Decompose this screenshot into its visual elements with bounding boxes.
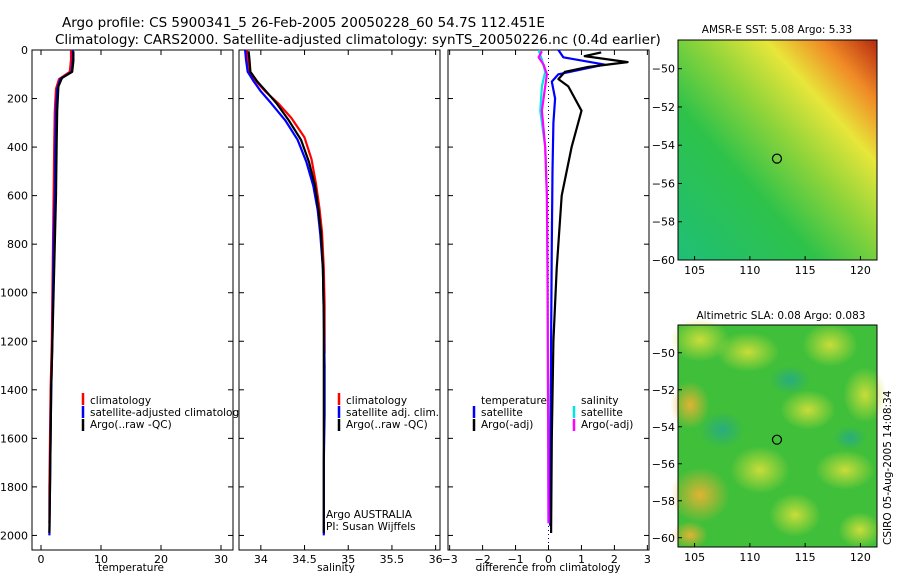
sst_map-lat-tick-label: −58 (652, 216, 675, 229)
sla_map-lat-tick-label: −52 (652, 384, 675, 397)
sst-map-frame (677, 39, 878, 261)
salinity-series-argo-raw-qc (247, 51, 325, 533)
figure-title-line2: Climatology: CARS2000. Satellite-adjuste… (55, 32, 661, 48)
depth-tick-label: 1000 (0, 287, 28, 300)
sla_map-lon-tick-label: 110 (739, 551, 760, 564)
depth-tick-label: 1200 (0, 335, 28, 348)
sla_map-lat-tick-label: −58 (652, 495, 675, 508)
salinity-x-tick-label: 35 (341, 553, 355, 566)
temperature-x-tick-label: 0 (38, 553, 45, 566)
legend-label-climatology: climatology (90, 395, 151, 407)
legend-heading-salinity: salinity (581, 395, 619, 407)
legend-label-sal-argo: Argo(-adj) (581, 419, 633, 431)
temperature-legend: climatology satellite-adjusted climatolo… (81, 393, 245, 431)
depth-tick-label: 600 (7, 190, 28, 203)
legend-label-climatology: climatology (346, 395, 407, 407)
legend-label-argo: Argo(..raw -QC) (90, 419, 172, 431)
sst-map-title: AMSR-E SST: 5.08 Argo: 5.33 (702, 24, 852, 36)
temperature-x-tick-label: 20 (154, 553, 168, 566)
salinity-x-label: salinity (317, 562, 355, 574)
sst_map-lat-tick-label: −56 (652, 177, 675, 190)
sst_map-lon-tick-label: 110 (739, 264, 760, 277)
difference-x-tick-label: 1 (578, 553, 585, 566)
depth-tick-label: 400 (7, 141, 28, 154)
salinity-x-tick-label: 34.5 (292, 553, 317, 566)
salinity-x-tick-label: 34 (254, 553, 268, 566)
sla-argo-location-marker (771, 434, 783, 445)
sla_map-lat-tick-label: −54 (652, 421, 675, 434)
difference-x-tick-label: −1 (507, 553, 523, 566)
temperature-x-label: temperature (98, 562, 164, 574)
float-pi-annotation: PI: Susan Wijffels (326, 521, 416, 533)
depth-tick-label: 1400 (0, 384, 28, 397)
legend-label-sal-satellite: satellite (581, 407, 623, 419)
sst_map-lat-tick-label: −52 (652, 101, 675, 114)
temperature-series-argo-raw-qc (48, 51, 75, 534)
difference-x-tick-label: 2 (611, 553, 618, 566)
difference-x-tick-label: −2 (474, 553, 490, 566)
difference-x-tick-label: −3 (442, 553, 458, 566)
depth-tick-label: 200 (7, 93, 28, 106)
difference-series-salinity-argo-adj (537, 50, 550, 524)
sla-heatmap-texture (670, 318, 887, 549)
sla_map-lat-tick-label: −60 (652, 532, 675, 545)
sla_map-lat-tick-label: −56 (652, 458, 675, 471)
sla-map-frame (677, 324, 878, 548)
sst-map-panel: AMSR-E SST: 5.08 Argo: 5.33 105 110 115 120… (652, 24, 878, 277)
temperature-panel: 0 10 20 30 0 200 400 600 800 1000 1200 1400 1600 1800… (0, 44, 245, 574)
sla_map-lon-tick-label: 105 (684, 551, 705, 564)
sla-map-title: Altimetric SLA: 0.08 Argo: 0.083 (697, 310, 866, 322)
difference-series-temperature-argo-adj (550, 51, 629, 534)
sla-map-panel: Altimetric SLA: 0.08 Argo: 0.083 105 110 1… (652, 310, 887, 564)
legend-label-satellite: satellite-adjusted climatology (90, 407, 245, 419)
difference-series-temperature-satellite (548, 49, 606, 526)
salinity-panel: 34 34.5 35 35.5 36 salinity climatology sate… (238, 49, 443, 574)
salinity-x-tick-label: 35.5 (380, 553, 405, 566)
legend-label-temp-argo: Argo(-adj) (481, 419, 533, 431)
sst_map-lat-tick-label: −60 (652, 254, 675, 267)
credit-stamp: CSIRO 05-Aug-2005 14:08:34 (882, 390, 894, 545)
difference-x-tick-label: 3 (644, 553, 651, 566)
sst_map-lon-tick-label: 115 (795, 264, 816, 277)
sst_map-lat-tick-label: −50 (652, 63, 675, 76)
sla_map-lon-tick-label: 115 (795, 551, 816, 564)
depth-tick-label: 1800 (0, 481, 28, 494)
legend-label-argo: Argo(..raw -QC) (346, 419, 428, 431)
depth-tick-label: 1600 (0, 432, 28, 445)
salinity-plot-frame (238, 49, 441, 551)
difference-x-tick-label: 0 (545, 553, 552, 566)
sst-argo-location-marker (771, 153, 783, 164)
difference-x-label: difference from climatology (476, 562, 621, 574)
sst_map-lon-tick-label: 120 (850, 264, 871, 277)
salinity-x-tick-label: 36 (429, 553, 443, 566)
legend-heading-temperature: temperature (481, 395, 547, 407)
difference-panel: −3 −2 −1 0 1 2 3 difference from climatology t… (442, 49, 651, 574)
sst_map-lon-tick-label: 105 (684, 264, 705, 277)
sst_map-lat-tick-label: −54 (652, 139, 675, 152)
depth-tick-label: 2000 (0, 529, 28, 542)
depth-tick-label: 800 (7, 238, 28, 251)
difference-legend: temperature satellite Argo(-adj) salinit… (472, 395, 633, 431)
sla_map-lon-tick-label: 120 (850, 551, 871, 564)
legend-label-temp-satellite: satellite (481, 407, 523, 419)
temperature-x-tick-label: 30 (214, 553, 228, 566)
salinity-legend: climatology satellite adj. clim. Argo(..… (337, 393, 439, 431)
depth-tick-label: 0 (21, 44, 28, 57)
sst-heatmap (678, 40, 877, 260)
temperature-x-tick-label: 10 (94, 553, 108, 566)
temperature-plot-frame (31, 49, 234, 551)
float-owner-annotation: Argo AUSTRALIA (326, 509, 413, 521)
figure-title-line1: Argo profile: CS 5900341_5 26-Feb-2005 2… (62, 15, 545, 31)
legend-label-satellite: satellite adj. clim. (346, 407, 439, 419)
sla_map-lat-tick-label: −50 (652, 347, 675, 360)
